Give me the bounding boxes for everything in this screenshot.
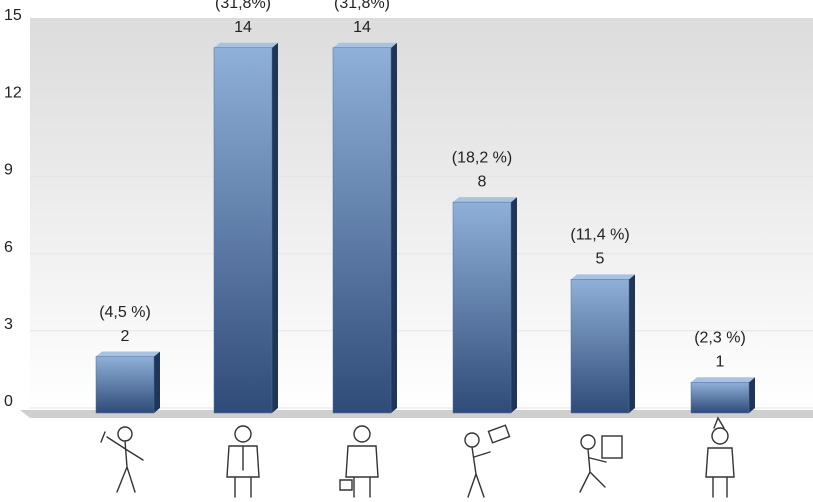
bar-side [154,351,160,413]
bar [332,47,392,414]
percent-label: (18,2 %) [452,149,512,166]
percent-label: (4,5 %) [99,304,151,321]
bar [570,279,630,414]
percent-label: (31,8%) [215,0,271,12]
bar-top [214,42,278,48]
bar-top [333,42,397,48]
y-tick-label: 12 [4,84,22,101]
bar-top [691,377,755,383]
percent-label: (2,3 %) [694,329,746,346]
bar-side [511,197,517,413]
value-label: 14 [234,19,252,36]
y-tick-label: 9 [4,162,13,179]
bar-top [96,351,160,357]
bar-side [629,274,635,413]
value-label: 5 [596,251,605,268]
y-tick-label: 0 [4,393,13,410]
category-icons [100,416,735,498]
y-tick-label: 6 [4,239,13,256]
bar [690,382,750,414]
plot-background [30,18,813,410]
value-label: 1 [716,353,725,370]
bar-top [453,197,517,203]
bar [452,201,512,414]
percent-label: (11,4 %) [570,227,629,244]
percent-label: (31,8%) [334,0,390,12]
y-tick-label: 15 [4,7,22,24]
bar-side [272,42,278,413]
bar-top [571,274,635,280]
bar-side [749,377,755,413]
bar-side [391,42,397,413]
y-tick-label: 3 [4,316,13,333]
value-label: 8 [478,173,487,190]
bar [213,47,273,414]
value-label: 14 [353,19,371,36]
bar [95,356,155,414]
value-label: 2 [121,328,130,345]
